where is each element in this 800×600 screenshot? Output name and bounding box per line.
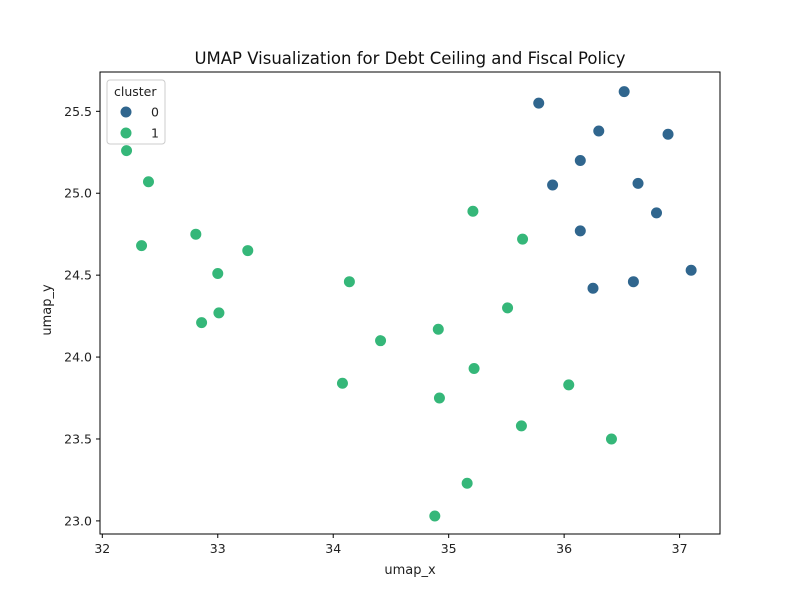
data-point-cluster-0: [617, 85, 631, 99]
data-point-cluster-0: [546, 178, 560, 192]
x-tick-label: 36: [556, 541, 572, 556]
data-point-cluster-1: [466, 204, 480, 218]
y-tick-label: 24.0: [64, 350, 92, 365]
data-point-cluster-1: [195, 316, 209, 330]
y-tick-label: 24.5: [64, 268, 92, 283]
data-point-cluster-1: [212, 306, 226, 320]
y-axis-label: umap_y: [40, 284, 55, 336]
data-point-cluster-1: [514, 419, 528, 433]
data-point-cluster-0: [684, 263, 698, 277]
data-point-cluster-0: [661, 127, 675, 141]
y-tick-label: 23.5: [64, 431, 92, 446]
data-point-cluster-1: [241, 244, 255, 258]
legend: cluster 0 1: [106, 79, 166, 145]
data-point-cluster-1: [431, 322, 445, 336]
data-point-cluster-1: [432, 391, 446, 405]
x-axis-label: umap_x: [384, 563, 436, 578]
data-point-cluster-0: [631, 176, 645, 190]
data-point-cluster-1: [501, 301, 515, 315]
legend-marker-cluster-0: [119, 105, 133, 119]
legend-label-cluster-1: 1: [151, 126, 159, 141]
data-point-cluster-1: [135, 239, 149, 253]
y-tick-label: 23.0: [64, 513, 92, 528]
x-tick-label: 35: [441, 541, 457, 556]
data-point-cluster-1: [516, 232, 530, 246]
data-point-cluster-1: [342, 275, 356, 289]
plot-area: 32 33 34 35 36 37 23.0 23.5 24.0 24.5 25.0 25.5: [64, 71, 721, 556]
y-tick-label: 25.0: [64, 186, 92, 201]
data-point-cluster-0: [573, 153, 587, 167]
data-point-cluster-0: [532, 96, 546, 110]
y-tick-label: 25.5: [64, 104, 92, 119]
data-point-cluster-1: [374, 334, 388, 348]
data-point-cluster-1: [604, 432, 618, 446]
data-point-cluster-1: [460, 476, 474, 490]
data-point-cluster-0: [626, 275, 640, 289]
data-point-cluster-1: [562, 378, 576, 392]
data-point-cluster-1: [189, 227, 203, 241]
data-point-cluster-1: [335, 376, 349, 390]
data-point-cluster-0: [592, 124, 606, 138]
data-point-cluster-0: [650, 206, 663, 220]
data-point-cluster-0: [573, 224, 587, 238]
axes-frame: [99, 71, 721, 535]
data-point-cluster-0: [586, 281, 600, 295]
legend-title: cluster: [114, 84, 157, 99]
x-tick-label: 37: [672, 541, 688, 556]
legend-box: [106, 79, 166, 145]
data-point-cluster-1: [467, 362, 481, 376]
data-point-cluster-1: [211, 267, 225, 281]
chart-title: UMAP Visualization for Debt Ceiling and …: [194, 49, 625, 68]
legend-label-cluster-0: 0: [151, 105, 159, 120]
x-tick-label: 32: [94, 541, 110, 556]
x-tick-label: 33: [210, 541, 226, 556]
legend-marker-cluster-1: [119, 126, 133, 140]
data-point-cluster-1: [141, 175, 155, 189]
x-tick-label: 34: [325, 541, 341, 556]
data-point-cluster-1: [120, 144, 134, 158]
data-point-cluster-1: [428, 509, 442, 523]
